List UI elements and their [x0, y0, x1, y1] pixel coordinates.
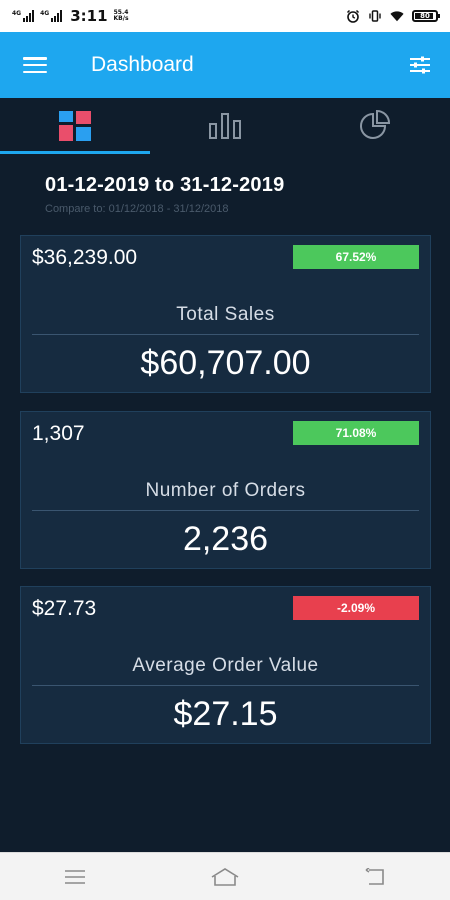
compare-range: Compare to: 01/12/2018 - 31/12/2018 — [45, 203, 229, 215]
status-time: 3:11 — [70, 7, 108, 25]
card-divider — [32, 510, 419, 511]
metric-value: 2,236 — [182, 520, 269, 558]
alarm-icon — [346, 9, 360, 23]
change-badge: 71.08% — [293, 421, 419, 445]
back-button[interactable] — [345, 853, 405, 900]
change-badge: -2.09% — [293, 596, 419, 620]
metric-label: Number of Orders — [145, 480, 306, 501]
pie-chart-icon — [360, 110, 391, 139]
bar-chart-icon — [209, 113, 241, 139]
metric-value: $60,707.00 — [140, 344, 311, 382]
card-divider — [32, 334, 419, 335]
previous-value: 1,307 — [32, 422, 85, 445]
tab-pie-chart[interactable] — [300, 98, 450, 154]
dashboard-grid-icon — [59, 111, 91, 141]
change-badge: 67.52% — [293, 245, 419, 269]
hamburger-menu-icon — [23, 57, 47, 73]
signal-sim2-icon: 4G — [40, 10, 63, 22]
status-bar-right: 80 — [346, 9, 440, 23]
average-order-value-card[interactable]: $27.73 -2.09% Average Order Value $27.15 — [20, 586, 431, 744]
date-range-title: 01-12-2019 to 31-12-2019 — [45, 174, 285, 196]
home-icon — [211, 867, 239, 886]
menu-button[interactable] — [0, 32, 70, 98]
status-bar-left: 4G 4G 3:11 55.4 KB/s — [12, 7, 129, 25]
vibrate-icon — [368, 9, 382, 23]
wifi-icon — [390, 9, 404, 23]
page-title: Dashboard — [91, 53, 194, 76]
tab-dashboard[interactable] — [0, 98, 150, 154]
filter-button[interactable] — [390, 32, 450, 98]
status-bar: 4G 4G 3:11 55.4 KB/s 80 — [0, 0, 450, 32]
recent-apps-button[interactable] — [45, 853, 105, 900]
system-nav-bar — [0, 852, 450, 900]
metric-value: $27.15 — [173, 695, 278, 733]
sliders-icon — [410, 56, 430, 74]
total-sales-card[interactable]: $36,239.00 67.52% Total Sales $60,707.00 — [20, 235, 431, 393]
network-speed-value: 55.4 — [113, 9, 129, 16]
metric-label: Total Sales — [176, 304, 275, 325]
previous-value: $36,239.00 — [32, 246, 138, 269]
menu-lines-icon — [65, 869, 85, 884]
previous-value: $27.73 — [32, 597, 97, 620]
tab-bar — [0, 98, 450, 154]
network-speed-unit: KB/s — [113, 15, 129, 22]
battery-icon: 80 — [412, 10, 440, 22]
app-bar: Dashboard — [0, 32, 450, 98]
metric-label: Average Order Value — [132, 655, 319, 676]
number-of-orders-card[interactable]: 1,307 71.08% Number of Orders 2,236 — [20, 411, 431, 569]
date-range[interactable]: 01-12-2019 to 31-12-2019 Compare to: 01/… — [45, 174, 284, 215]
battery-level: 80 — [420, 12, 430, 20]
sim2-label: 4G — [40, 10, 50, 17]
back-icon — [365, 867, 384, 885]
tab-bar-chart[interactable] — [150, 98, 300, 154]
signal-sim1-icon: 4G — [12, 10, 35, 22]
sim1-label: 4G — [12, 10, 22, 17]
card-divider — [32, 685, 419, 686]
network-speed: 55.4 KB/s — [114, 10, 129, 22]
home-button[interactable] — [195, 853, 255, 900]
